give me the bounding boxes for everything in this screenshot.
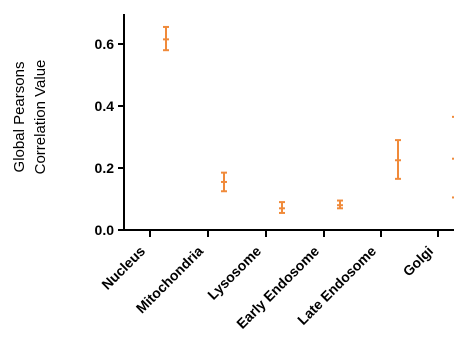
y-tick-label: 0.0 (95, 222, 115, 238)
error-bar-point (395, 139, 401, 180)
data-marks (163, 25, 454, 214)
y-axis-title: Global Pearsons Correlation Value (11, 60, 49, 175)
error-bar-point (452, 115, 454, 199)
y-tick-label: 0.4 (95, 98, 115, 114)
y-ticks: 0.0 0.2 0.4 0.6 (95, 36, 124, 238)
error-bar-point (279, 201, 285, 214)
error-bar-point (337, 199, 343, 210)
x-tick-label: Golgi (400, 243, 437, 280)
axes (123, 14, 454, 231)
y-axis-label-line: Global Pearsons (11, 62, 28, 173)
y-tick-label: 0.6 (95, 36, 115, 52)
y-tick-label: 0.2 (95, 160, 115, 176)
y-axis-label-line: Correlation Value (32, 60, 49, 175)
error-bar-point (163, 25, 169, 52)
error-bar-point (221, 171, 227, 193)
y-axis-label: Global Pearsons Correlation Value (11, 60, 49, 175)
x-tick-label: Nucleus (98, 243, 148, 293)
x-tick-label: Lysosome (204, 243, 264, 303)
